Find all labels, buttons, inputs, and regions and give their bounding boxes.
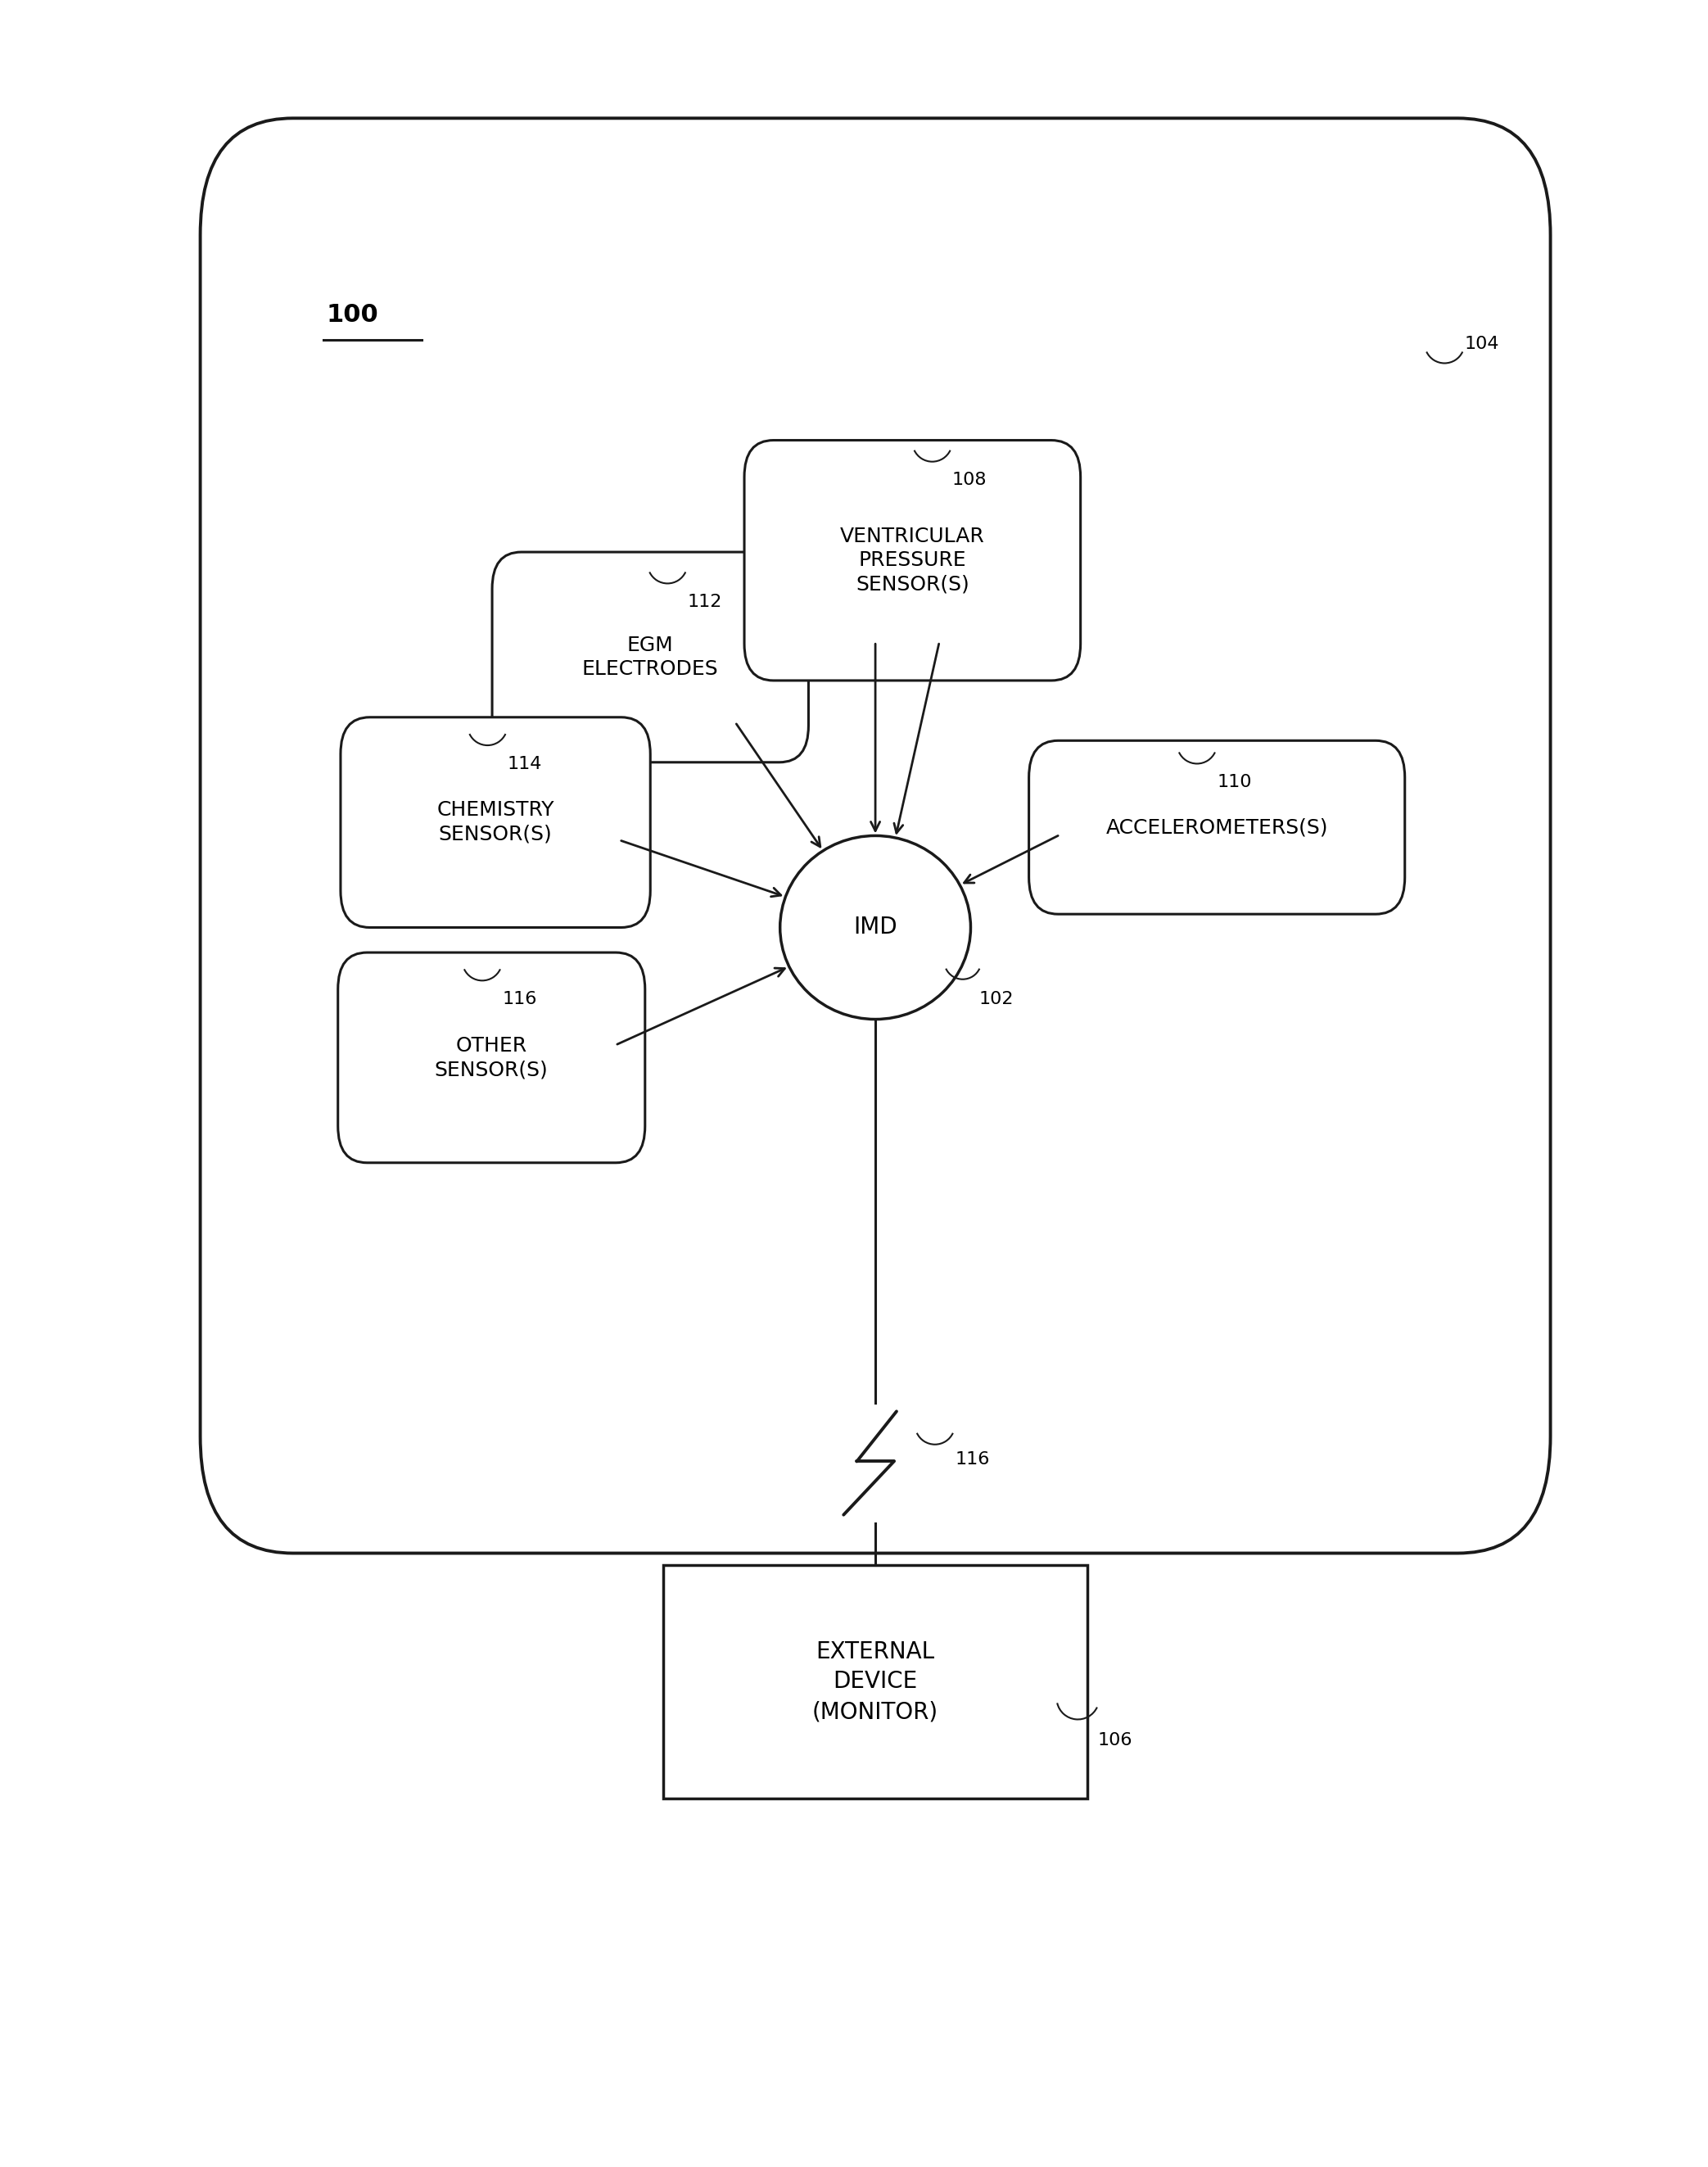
Text: 110: 110 bbox=[1216, 774, 1252, 791]
FancyBboxPatch shape bbox=[745, 440, 1081, 680]
Text: 112: 112 bbox=[687, 594, 722, 611]
FancyBboxPatch shape bbox=[200, 119, 1551, 1554]
Text: 100: 100 bbox=[326, 303, 377, 327]
Text: CHEMISTRY
SENSOR(S): CHEMISTRY SENSOR(S) bbox=[437, 800, 553, 845]
Text: EXTERNAL
DEVICE
(MONITOR): EXTERNAL DEVICE (MONITOR) bbox=[813, 1640, 938, 1723]
Text: VENTRICULAR
PRESSURE
SENSOR(S): VENTRICULAR PRESSURE SENSOR(S) bbox=[840, 527, 986, 594]
Text: 106: 106 bbox=[1098, 1731, 1132, 1749]
FancyBboxPatch shape bbox=[663, 1565, 1086, 1799]
Text: ACCELEROMETERS(S): ACCELEROMETERS(S) bbox=[1105, 817, 1329, 836]
Text: IMD: IMD bbox=[854, 917, 897, 938]
Text: 108: 108 bbox=[951, 472, 987, 488]
Text: 116: 116 bbox=[955, 1452, 989, 1467]
Text: 114: 114 bbox=[507, 756, 541, 771]
FancyBboxPatch shape bbox=[492, 553, 808, 763]
Ellipse shape bbox=[781, 836, 970, 1018]
Text: 102: 102 bbox=[979, 990, 1013, 1008]
Text: EGM
ELECTRODES: EGM ELECTRODES bbox=[582, 635, 719, 678]
Text: 116: 116 bbox=[502, 990, 536, 1008]
FancyBboxPatch shape bbox=[338, 953, 646, 1164]
Text: OTHER
SENSOR(S): OTHER SENSOR(S) bbox=[434, 1036, 548, 1079]
FancyBboxPatch shape bbox=[340, 717, 651, 927]
Text: 104: 104 bbox=[1464, 336, 1500, 351]
FancyBboxPatch shape bbox=[1028, 741, 1404, 914]
